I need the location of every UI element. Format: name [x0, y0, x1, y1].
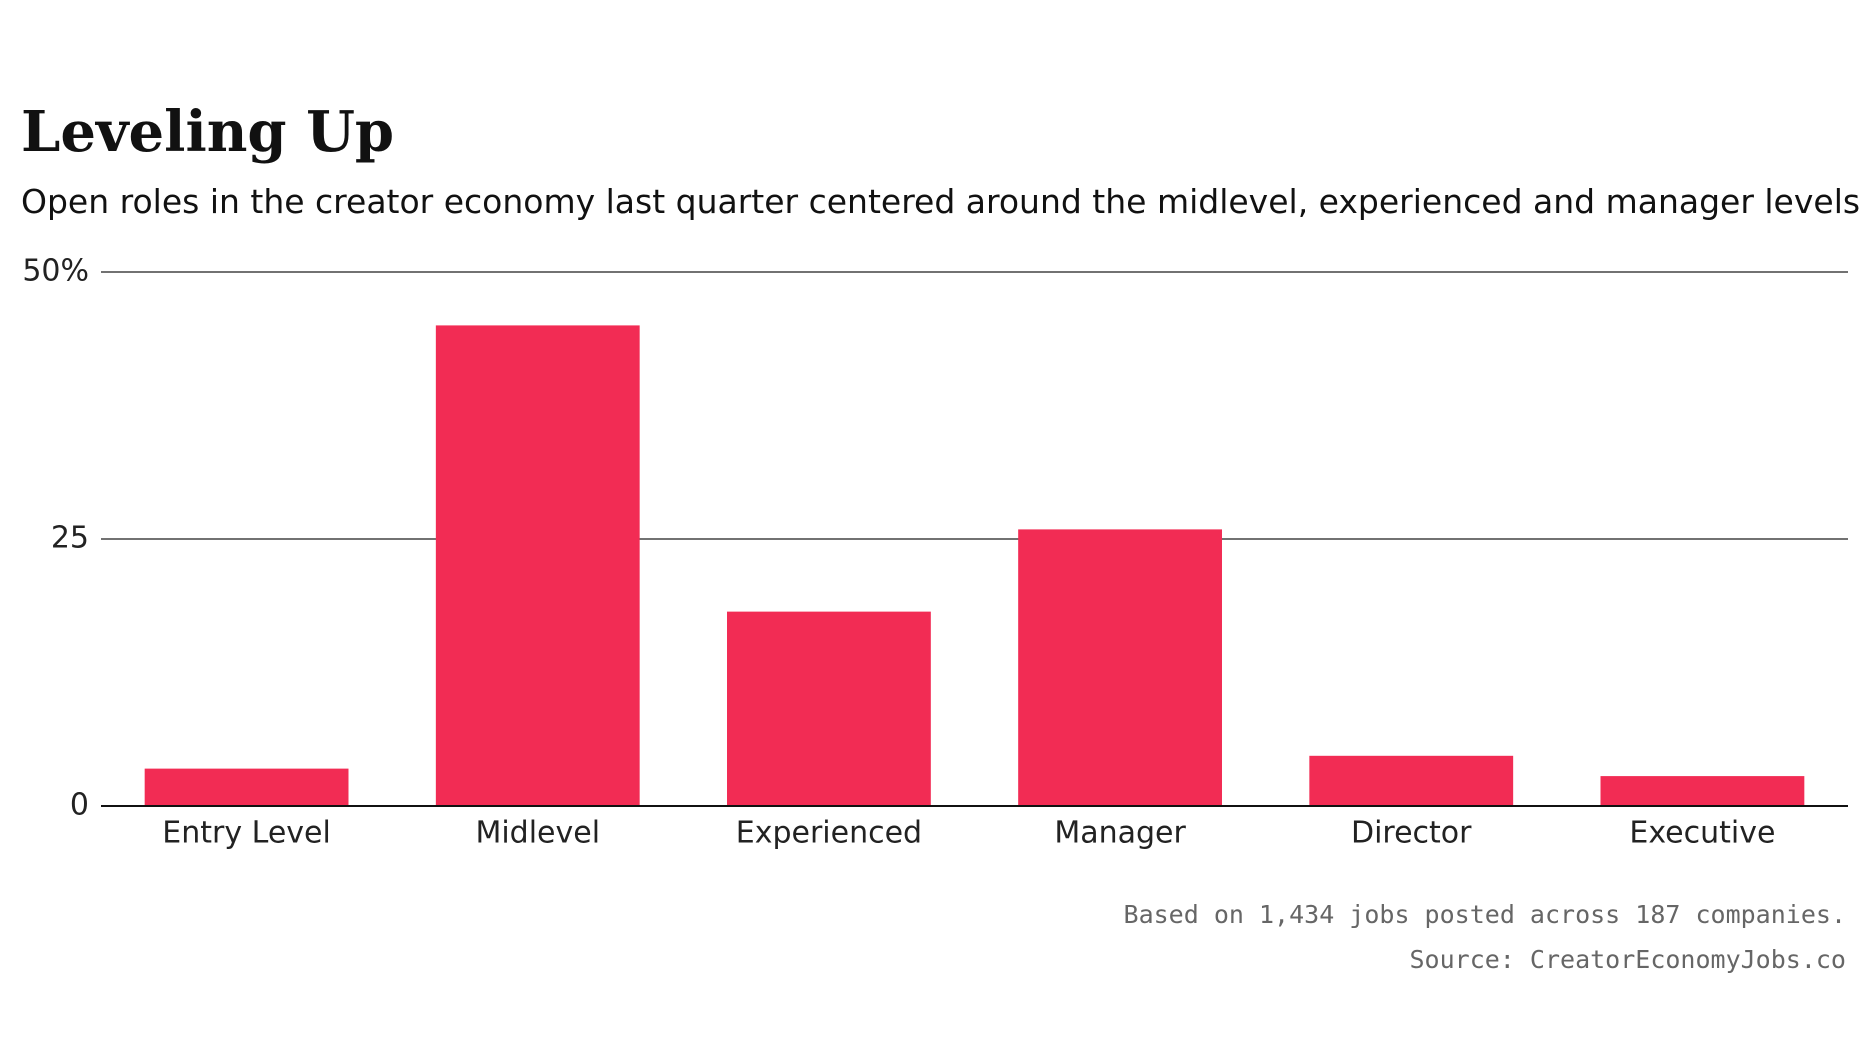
x-tick-label: Manager	[1054, 816, 1186, 851]
x-tick-label: Midlevel	[475, 816, 600, 851]
x-tick-label: Entry Level	[162, 816, 331, 851]
y-tick-label: 50%	[22, 254, 89, 289]
chart-title: Leveling Up	[21, 99, 394, 165]
y-tick-label: 0	[70, 788, 89, 823]
y-tick-label: 25	[51, 521, 89, 556]
bar	[727, 611, 931, 806]
x-tick-label: Experienced	[736, 816, 922, 851]
x-tick-label: Director	[1351, 816, 1472, 851]
x-tick-label: Executive	[1629, 816, 1775, 851]
bar	[1600, 776, 1805, 806]
bar	[1309, 755, 1514, 806]
bar	[144, 768, 349, 806]
footnote: Based on 1,434 jobs posted across 187 co…	[1124, 900, 1846, 929]
bar	[1018, 529, 1222, 806]
chart-subtitle: Open roles in the creator economy last q…	[21, 182, 1860, 221]
footnote: Source: CreatorEconomyJobs.co	[1410, 945, 1847, 974]
bar	[435, 325, 640, 806]
